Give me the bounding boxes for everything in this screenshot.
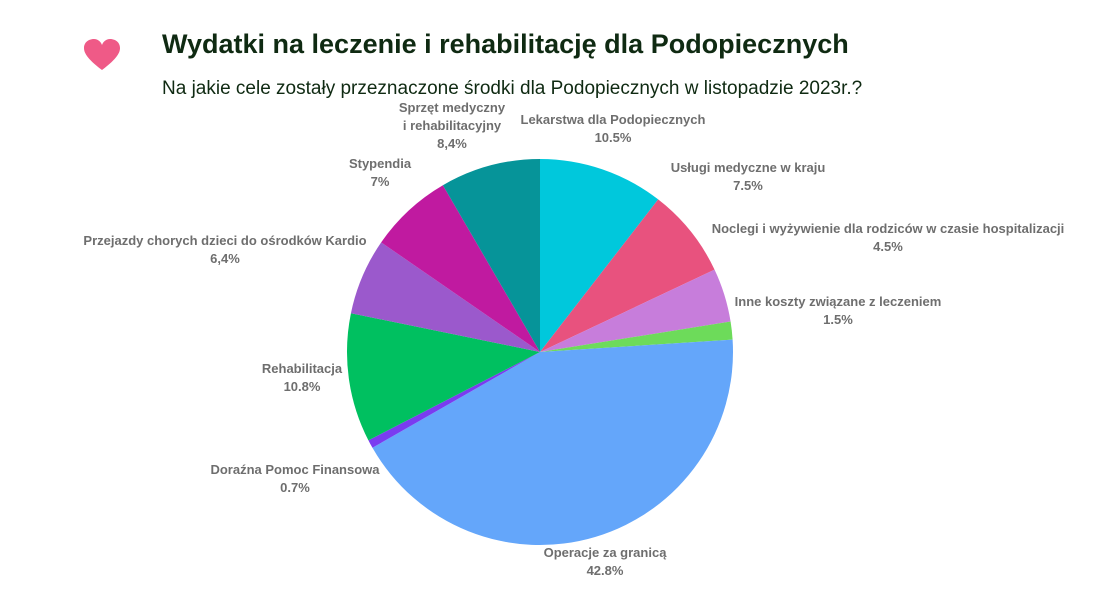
value-label: 10.5% [595, 130, 632, 145]
slice-label: Doraźna Pomoc Finansowa [210, 462, 380, 477]
pie-slice [381, 185, 540, 352]
slice-label: Stypendia [349, 156, 412, 171]
value-label: 42.8% [587, 563, 624, 578]
slice-label: Noclegi i wyżywienie dla rodziców w czas… [712, 221, 1065, 236]
slice-label: Usługi medyczne w kraju [671, 160, 826, 175]
value-label: 8,4% [437, 136, 467, 151]
slice-label: Sprzęt medyczny i rehabilitacyjny [399, 100, 506, 133]
pie-slice [540, 159, 659, 352]
pie-slice [540, 199, 715, 352]
heart-icon [84, 39, 120, 70]
slice-label: Lekarstwa dla Podopiecznych [521, 112, 706, 127]
pie-slice [540, 321, 733, 352]
pie-slice [347, 313, 540, 441]
value-label: 10.8% [284, 379, 321, 394]
pie-slice [368, 352, 540, 448]
chart-title: Wydatki na leczenie i rehabilitację dla … [162, 29, 849, 59]
value-label: 4.5% [873, 239, 903, 254]
value-label: 7.5% [733, 178, 763, 193]
pie-slice [372, 339, 734, 545]
slice-label: Rehabilitacja [262, 361, 343, 376]
slice-label: Inne koszty związane z leczeniem [735, 294, 942, 309]
pie-slice [442, 159, 540, 352]
slice-label: Przejazdy chorych dzieci do ośrodków Kar… [83, 233, 366, 248]
slice-label: Operacje za granicą [544, 545, 668, 560]
value-label: 1.5% [823, 312, 853, 327]
value-label: 6,4% [210, 251, 240, 266]
value-label: 7% [371, 174, 390, 189]
pie-slice [540, 269, 731, 352]
chart-subtitle: Na jakie cele zostały przeznaczone środk… [162, 78, 862, 99]
pie-slice [350, 242, 540, 352]
value-label: 0.7% [280, 480, 310, 495]
